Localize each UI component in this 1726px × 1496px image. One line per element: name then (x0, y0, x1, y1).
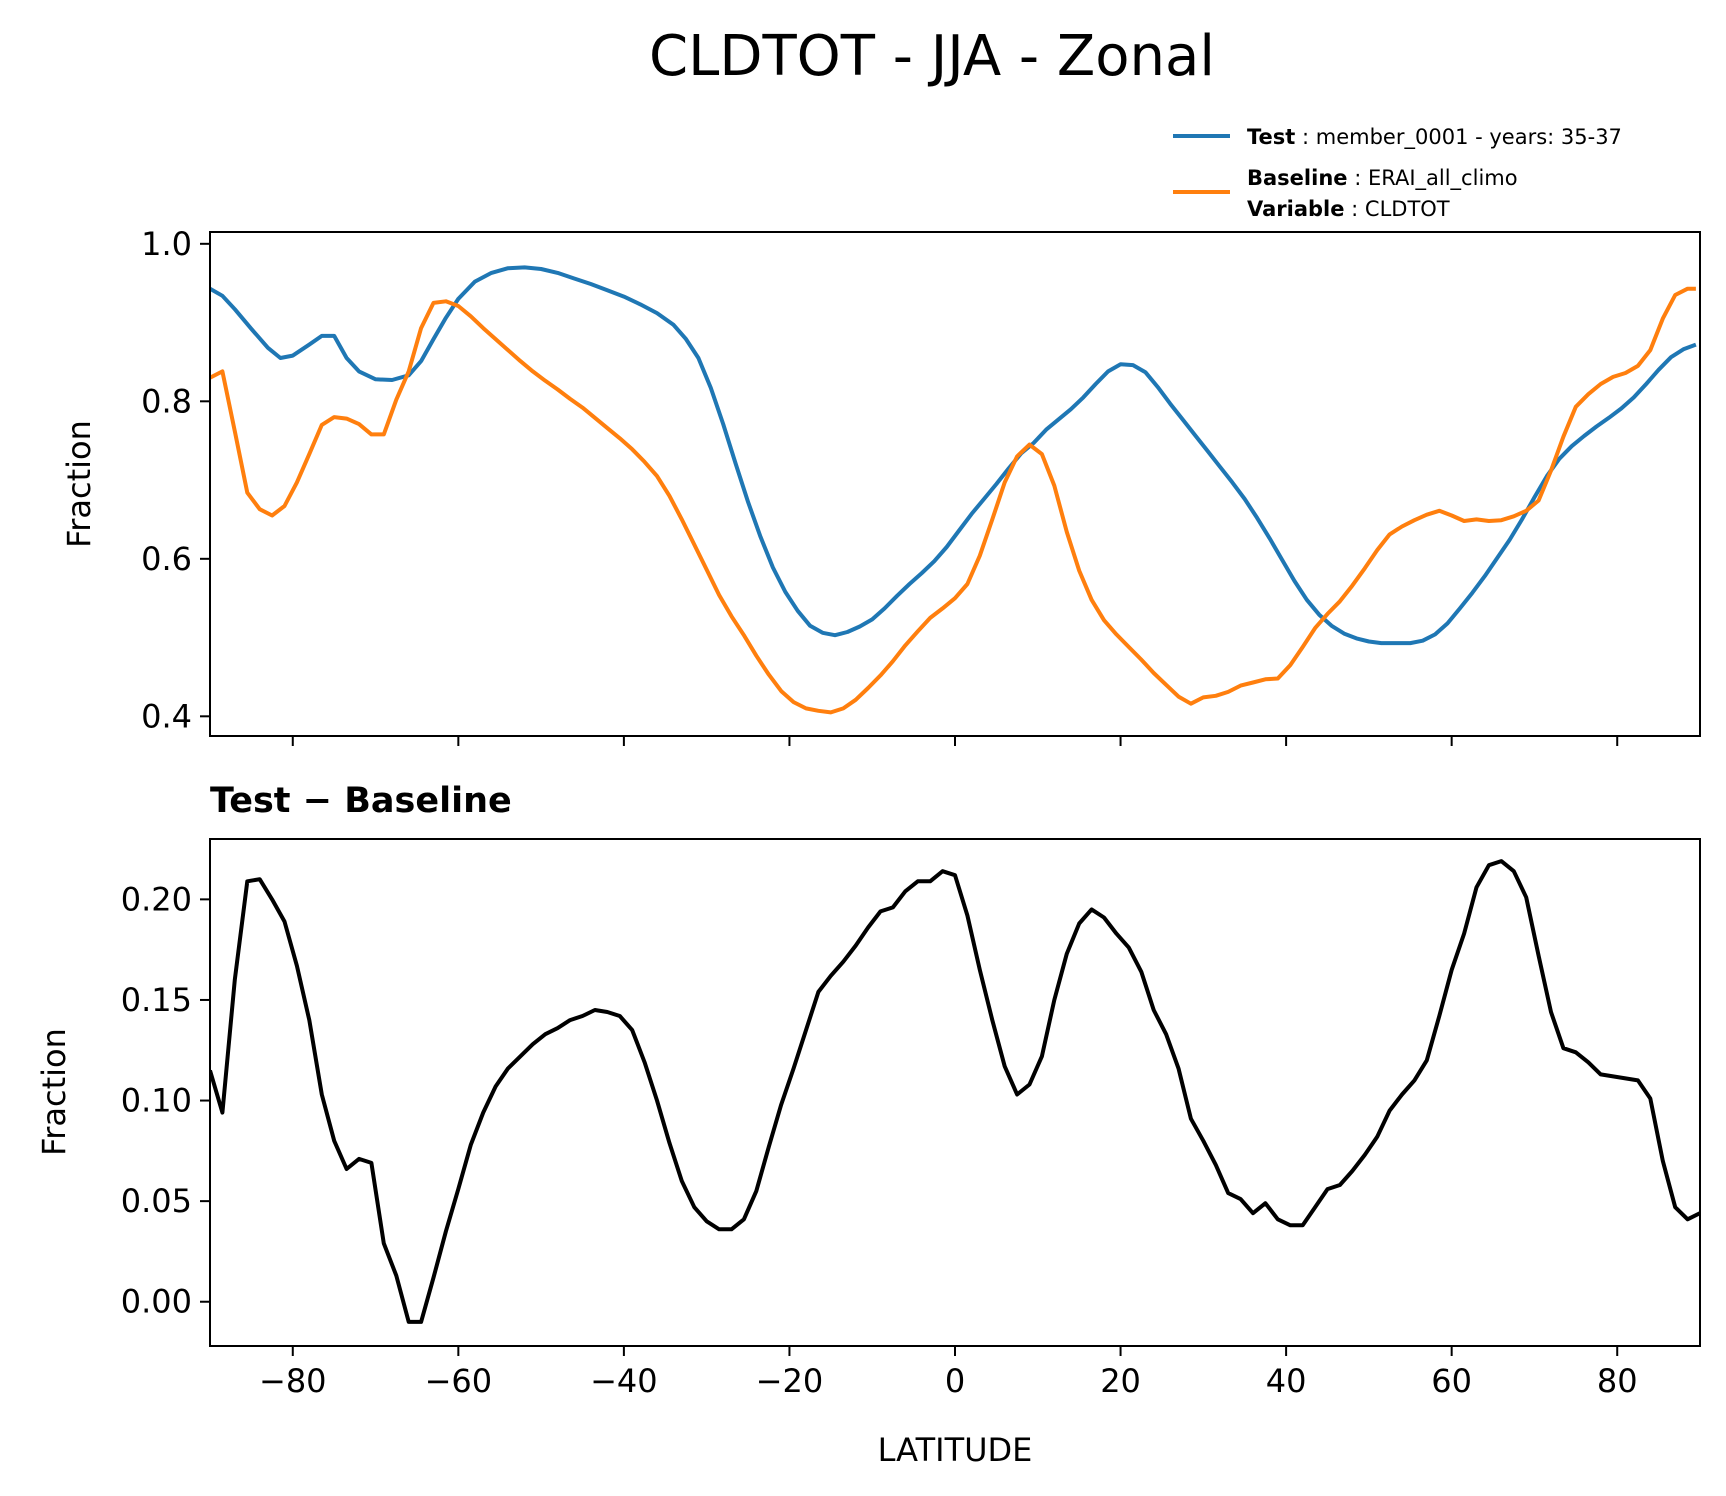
zonal-mean-line-test (210, 265, 1697, 646)
difference-y-tick-label: 0.05 (121, 1182, 192, 1220)
zonal-mean-panel: 0.4 0.6 0.8 1.0 Fraction (60, 225, 1701, 746)
zonal-mean-y-tick-label: 0.6 (141, 540, 192, 578)
zonal-mean-y-tick-label: 0.8 (141, 382, 192, 420)
zonal-mean-y-tick-label: 0.4 (141, 697, 192, 735)
legend-baseline-label: Baseline (1247, 166, 1348, 190)
difference-x-tick-label: −20 (756, 1362, 824, 1400)
legend-variable-text: CLDTOT (1365, 197, 1450, 221)
difference-x-tick-label: −80 (259, 1362, 327, 1400)
difference-y-tick-label: 0.10 (121, 1082, 192, 1120)
difference-x-tick-label: 40 (1266, 1362, 1307, 1400)
legend-baseline-entry: Baseline : ERAI_all_climo (1247, 166, 1518, 191)
difference-line-test-baseline (210, 859, 1700, 1324)
difference-y-tick-label: 0.20 (121, 880, 192, 918)
legend-variable-label: Variable (1247, 197, 1344, 221)
difference-panel-title: Test − Baseline (210, 781, 512, 821)
legend-variable-sep: : (1344, 197, 1364, 221)
difference-x-ticks: −80 −60 −40 −20 0 20 40 60 80 (259, 1346, 1638, 1400)
zonal-mean-y-tick-label: 1.0 (141, 225, 192, 263)
difference-y-axis-label: Fraction (35, 1028, 73, 1156)
zonal-mean-series (210, 265, 1697, 715)
legend-test-entry: Test : member_0001 - years: 35-37 (1247, 125, 1622, 150)
legend-baseline-sep: : (1348, 166, 1368, 190)
figure-title: CLDTOT - JJA - Zonal (649, 24, 1215, 89)
zonal-mean-line-baseline (210, 286, 1696, 715)
difference-x-tick-label: 80 (1597, 1362, 1638, 1400)
legend-test-sep: : (1295, 125, 1315, 149)
difference-x-axis-label: LATITUDE (878, 1431, 1033, 1469)
difference-x-tick-label: −40 (590, 1362, 658, 1400)
zonal-mean-y-ticks: 0.4 0.6 0.8 1.0 (141, 225, 210, 735)
zonal-mean-y-axis-label: Fraction (60, 420, 98, 548)
difference-series (210, 859, 1700, 1324)
legend-test-text: member_0001 - years: 35-37 (1316, 125, 1622, 150)
difference-y-tick-label: 0.15 (121, 981, 192, 1019)
legend: Test : member_0001 - years: 35-37 Baseli… (1173, 125, 1622, 221)
difference-y-ticks: 0.00 0.05 0.10 0.15 0.20 (121, 880, 210, 1321)
difference-x-tick-label: 20 (1100, 1362, 1141, 1400)
difference-y-tick-label: 0.00 (121, 1283, 192, 1321)
legend-variable-entry: Variable : CLDTOT (1247, 197, 1450, 221)
legend-test-label: Test (1247, 125, 1295, 149)
difference-panel: Test − Baseline 0.00 0.05 0.10 0.15 0.20 −80… (35, 781, 1701, 1469)
zonal-mean-x-ticks (291, 736, 1619, 746)
difference-x-tick-label: −60 (425, 1362, 493, 1400)
difference-x-tick-label: 0 (945, 1362, 965, 1400)
difference-axes-frame (209, 838, 1701, 1347)
legend-baseline-text: ERAI_all_climo (1368, 166, 1518, 191)
difference-x-tick-label: 60 (1431, 1362, 1472, 1400)
zonal-mean-axes-frame (209, 231, 1701, 737)
